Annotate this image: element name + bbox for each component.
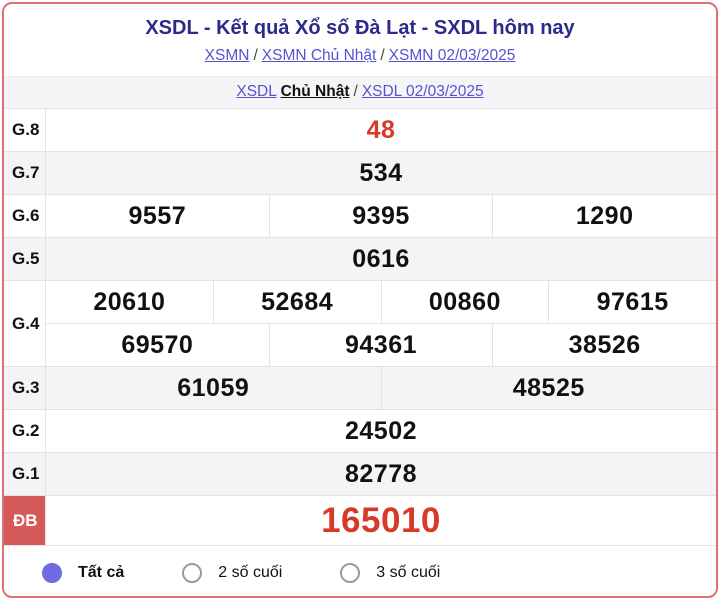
prize-line: 82778 xyxy=(46,453,716,495)
prize-line: 69570 94361 38526 xyxy=(46,323,716,366)
prize-value: 48525 xyxy=(380,367,717,409)
prize-label-db: ĐB xyxy=(4,496,46,545)
prize-line: 61059 48525 xyxy=(46,367,716,409)
prize-line: 24502 xyxy=(46,410,716,452)
prize-line: 48 xyxy=(46,109,716,151)
breadcrumb: XSMN / XSMN Chủ Nhật / XSMN 02/03/2025 xyxy=(4,47,716,65)
prize-value: 82778 xyxy=(344,459,418,488)
prize-value: 38526 xyxy=(492,324,716,366)
filter-option-2[interactable]: 2 số cuối xyxy=(182,563,282,583)
breadcrumb-link-xsmn[interactable]: XSMN xyxy=(204,47,250,64)
prize-row-g5: G.5 0616 xyxy=(4,238,716,281)
radio-selected-icon[interactable] xyxy=(42,563,62,583)
prize-label-g5: G.5 xyxy=(4,238,46,280)
prize-value: 534 xyxy=(359,158,403,187)
prize-row-g1: G.1 82778 xyxy=(4,453,716,496)
breadcrumb-link-xsdl[interactable]: XSDL xyxy=(236,83,277,100)
prize-label-g4: G.4 xyxy=(4,281,46,366)
breadcrumb-link-xsdl-date[interactable]: XSDL 02/03/2025 xyxy=(361,83,484,100)
prize-value: 61059 xyxy=(177,373,250,402)
prize-line: 534 xyxy=(46,152,716,194)
page-title: XSDL - Kết quả Xổ số Đà Lạt - SXDL hôm n… xyxy=(145,17,575,39)
filter-option-label: 2 số cuối xyxy=(218,564,283,581)
breadcrumb-link-xsmn-date[interactable]: XSMN 02/03/2025 xyxy=(388,47,516,64)
prize-label-g6: G.6 xyxy=(4,195,46,237)
prize-values-g6: 9557 9395 1290 xyxy=(46,195,716,237)
prize-value: 00860 xyxy=(380,281,549,323)
prize-row-g8: G.8 48 xyxy=(4,109,716,152)
prize-values-g5: 0616 xyxy=(46,238,716,280)
prize-value: 0616 xyxy=(352,244,410,273)
prize-row-g7: G.7 534 xyxy=(4,152,716,195)
radio-unselected-icon[interactable] xyxy=(340,563,361,583)
prize-line: 9557 9395 1290 xyxy=(46,195,716,237)
breadcrumb-static-sunday[interactable]: Chủ Nhật xyxy=(280,83,350,100)
prize-values-g3: 61059 48525 xyxy=(46,367,716,409)
breadcrumb-separator: / xyxy=(353,83,358,100)
digit-filter-group: Tất cả 2 số cuối 3 số cuối xyxy=(4,546,716,583)
filter-option-label: 3 số cuối xyxy=(376,564,441,581)
prize-values-g7: 534 xyxy=(46,152,716,194)
sub-breadcrumb-band: XSDL Chủ Nhật / XSDL 02/03/2025 xyxy=(4,76,716,108)
prize-value: 20610 xyxy=(93,287,166,316)
breadcrumb-link-xsmn-sunday[interactable]: XSMN Chủ Nhật xyxy=(261,47,377,64)
prize-row-g3: G.3 61059 48525 xyxy=(4,367,716,410)
prize-row-db: ĐB 165010 xyxy=(4,496,716,546)
prize-value: 69570 xyxy=(121,330,194,359)
prize-values-g8: 48 xyxy=(46,109,716,151)
prize-value: 24502 xyxy=(344,416,418,445)
prize-value: 1290 xyxy=(492,195,716,237)
filter-option-label: Tất cả xyxy=(78,564,125,581)
prize-label-g2: G.2 xyxy=(4,410,46,452)
prize-row-g2: G.2 24502 xyxy=(4,410,716,453)
prize-value: 52684 xyxy=(212,281,381,323)
prize-line: 165010 xyxy=(46,496,716,545)
prize-label-g3: G.3 xyxy=(4,367,46,409)
prize-row-g4: G.4 20610 52684 00860 97615 69570 94361 38526 xyxy=(4,281,716,367)
prize-value: 9557 xyxy=(128,201,187,230)
prize-value: 9395 xyxy=(268,195,493,237)
prize-values-g2: 24502 xyxy=(46,410,716,452)
breadcrumb-separator: / xyxy=(380,47,385,64)
filter-option-1[interactable]: Tất cả xyxy=(42,563,124,583)
prize-label-g7: G.7 xyxy=(4,152,46,194)
breadcrumb-separator: / xyxy=(253,47,258,64)
prize-values-g1: 82778 xyxy=(46,453,716,495)
prize-line: 20610 52684 00860 97615 xyxy=(46,281,716,323)
prize-value: 97615 xyxy=(548,281,716,323)
prize-row-g6: G.6 9557 9395 1290 xyxy=(4,195,716,238)
results-table: G.8 48 G.7 534 G.6 9557 9395 1290 G.5 0616 G.4 2061… xyxy=(4,108,716,546)
prize-value: 165010 xyxy=(321,500,441,540)
prize-values-db: 165010 xyxy=(46,496,716,545)
prize-value: 48 xyxy=(366,115,396,144)
prize-values-g4: 20610 52684 00860 97615 69570 94361 38526 xyxy=(46,281,716,366)
filter-option-3[interactable]: 3 số cuối xyxy=(340,563,440,583)
radio-unselected-icon[interactable] xyxy=(182,563,203,583)
prize-label-g1: G.1 xyxy=(4,453,46,495)
prize-label-g8: G.8 xyxy=(4,109,46,151)
prize-line: 0616 xyxy=(46,238,716,280)
prize-value: 94361 xyxy=(268,324,493,366)
